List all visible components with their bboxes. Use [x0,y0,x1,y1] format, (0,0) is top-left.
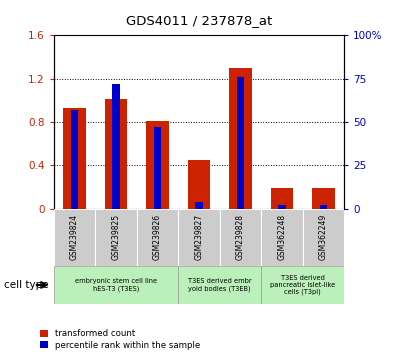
Bar [95,209,137,266]
Bar [278,205,286,209]
Text: GSM239826: GSM239826 [153,214,162,260]
Text: T3ES derived embr
yoid bodies (T3EB): T3ES derived embr yoid bodies (T3EB) [188,278,252,292]
Text: GSM239828: GSM239828 [236,214,245,260]
Bar [178,266,261,304]
Bar [312,188,335,209]
Bar [220,209,261,266]
Bar [137,209,178,266]
Bar [154,127,161,209]
Text: T3ES derived
pancreatic islet-like
cells (T3pi): T3ES derived pancreatic islet-like cells… [270,275,336,295]
Text: GDS4011 / 237878_at: GDS4011 / 237878_at [126,14,272,27]
Bar [271,188,293,209]
Text: cell type: cell type [4,280,49,290]
Text: GSM239827: GSM239827 [195,214,203,260]
Bar [237,77,244,209]
Bar [54,209,95,266]
Bar [229,68,252,209]
Bar [178,209,220,266]
Bar [146,121,169,209]
Bar [303,209,344,266]
Bar [63,108,86,209]
Text: GSM362249: GSM362249 [319,214,328,260]
Bar [112,84,120,209]
Text: GSM239825: GSM239825 [111,214,121,260]
Bar [105,99,127,209]
Text: GSM362248: GSM362248 [277,214,287,260]
Bar [54,266,178,304]
Text: embryonic stem cell line
hES-T3 (T3ES): embryonic stem cell line hES-T3 (T3ES) [75,278,157,292]
Bar [195,202,203,209]
Text: GSM239824: GSM239824 [70,214,79,260]
Legend: transformed count, percentile rank within the sample: transformed count, percentile rank withi… [40,329,200,350]
Bar [261,209,303,266]
Bar [71,110,78,209]
Bar [261,266,344,304]
Bar [320,205,327,209]
Bar [187,160,211,209]
